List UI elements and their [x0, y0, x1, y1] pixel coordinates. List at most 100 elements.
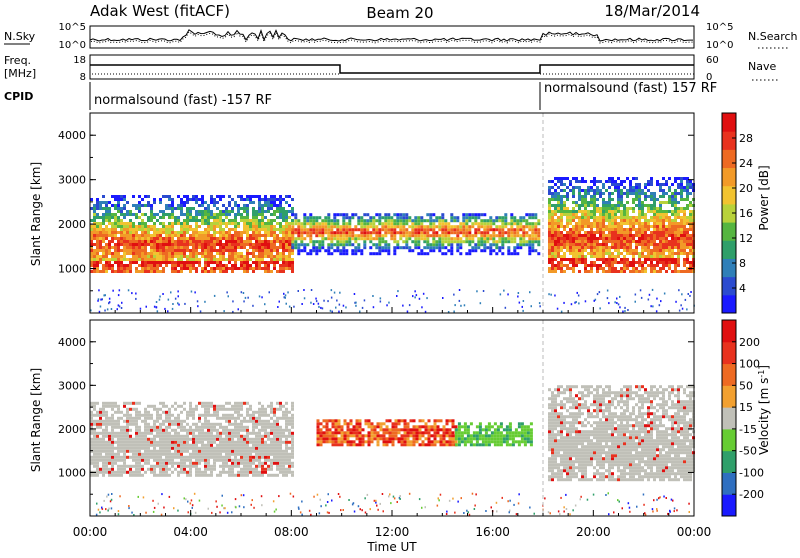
heatmap-cell	[177, 435, 180, 438]
heatmap-cell	[569, 228, 572, 231]
heatmap-cell	[686, 228, 689, 231]
heatmap-cell	[198, 210, 201, 213]
heatmap-cell	[668, 240, 671, 243]
heatmap-cell	[234, 441, 237, 444]
heatmap-cell	[339, 225, 342, 228]
heatmap-cell	[423, 246, 426, 249]
heatmap-cell	[423, 225, 426, 228]
heatmap-cell	[584, 243, 587, 246]
y-tick-label: 1000	[58, 263, 86, 276]
heatmap-cell	[414, 219, 417, 222]
heatmap-cell	[246, 270, 249, 273]
station-title: Adak West (fitACF)	[90, 2, 230, 20]
heatmap-cell	[96, 267, 99, 270]
heatmap-cell	[207, 213, 210, 216]
heatmap-cell	[195, 429, 198, 432]
heatmap-cell	[620, 237, 623, 240]
heatmap-cell	[554, 295, 556, 297]
heatmap-cell	[102, 255, 105, 258]
heatmap-cell	[528, 228, 531, 231]
heatmap-cell	[165, 444, 168, 447]
heatmap-cell	[252, 429, 255, 432]
heatmap-cell	[489, 243, 492, 246]
heatmap-cell	[118, 304, 120, 306]
heatmap-cell	[270, 474, 273, 477]
heatmap-cell	[522, 306, 524, 308]
heatmap-cell	[129, 237, 132, 240]
heatmap-cell	[255, 240, 258, 243]
heatmap-cell	[126, 234, 129, 237]
heatmap-cell	[93, 402, 96, 405]
heatmap-cell	[219, 243, 222, 246]
heatmap-cell	[644, 192, 647, 195]
heatmap-cell	[593, 204, 596, 207]
heatmap-cell	[117, 465, 120, 468]
heatmap-cell	[602, 183, 605, 186]
heatmap-cell	[147, 411, 150, 414]
heatmap-cell	[192, 447, 195, 450]
heatmap-cell	[659, 304, 661, 306]
heatmap-cell	[132, 408, 135, 411]
heatmap-cell	[411, 240, 414, 243]
heatmap-cell	[252, 471, 255, 474]
heatmap-cell	[572, 255, 575, 258]
heatmap-cell	[303, 243, 306, 246]
heatmap-cell	[186, 435, 189, 438]
heatmap-cell	[690, 291, 692, 293]
heatmap-cell	[207, 264, 210, 267]
heatmap-cell	[132, 423, 135, 426]
heatmap-cell	[258, 246, 261, 249]
heatmap-cell	[372, 219, 375, 222]
heatmap-cell	[213, 450, 216, 453]
heatmap-cell	[653, 258, 656, 261]
heatmap-cell	[186, 246, 189, 249]
heatmap-cell	[528, 246, 531, 249]
heatmap-cell	[584, 192, 587, 195]
heatmap-cell	[659, 270, 662, 273]
heatmap-cell	[255, 426, 258, 429]
heatmap-cell	[273, 195, 276, 198]
heatmap-cell	[147, 441, 150, 444]
heatmap-cell	[635, 222, 638, 225]
heatmap-cell	[93, 225, 96, 228]
heatmap-cell	[557, 231, 560, 234]
heatmap-cell	[123, 459, 126, 462]
heatmap-cell	[228, 432, 231, 435]
heatmap-cell	[114, 243, 117, 246]
heatmap-cell	[596, 231, 599, 234]
heatmap-cell	[198, 462, 201, 465]
heatmap-cell	[363, 234, 366, 237]
heatmap-cell	[129, 219, 132, 222]
heatmap-cell	[276, 228, 279, 231]
heatmap-cell	[150, 240, 153, 243]
heatmap-cell	[108, 468, 111, 471]
heatmap-cell	[210, 201, 213, 204]
heatmap-cell	[216, 261, 219, 264]
heatmap-cell	[474, 228, 477, 231]
heatmap-cell	[114, 207, 117, 210]
heatmap-cell	[183, 471, 186, 474]
heatmap-cell	[626, 237, 629, 240]
heatmap-cell	[653, 252, 656, 255]
heatmap-cell	[318, 306, 320, 308]
heatmap-cell	[593, 252, 596, 255]
heatmap-cell	[674, 270, 677, 273]
heatmap-cell	[240, 471, 243, 474]
heatmap-cell	[339, 292, 341, 294]
heatmap-cell	[198, 225, 201, 228]
heatmap-cell	[105, 216, 108, 219]
heatmap-cell	[273, 231, 276, 234]
heatmap-cell	[210, 234, 213, 237]
heatmap-cell	[129, 213, 132, 216]
heatmap-cell	[282, 240, 285, 243]
heatmap-cell	[438, 219, 441, 222]
heatmap-cell	[638, 213, 641, 216]
heatmap-cell	[560, 222, 563, 225]
heatmap-cell	[599, 246, 602, 249]
heatmap-cell	[258, 450, 261, 453]
heatmap-cell	[120, 234, 123, 237]
heatmap-cell	[294, 222, 297, 225]
heatmap-cell	[656, 252, 659, 255]
heatmap-cell	[489, 246, 492, 249]
heatmap-cell	[578, 207, 581, 210]
